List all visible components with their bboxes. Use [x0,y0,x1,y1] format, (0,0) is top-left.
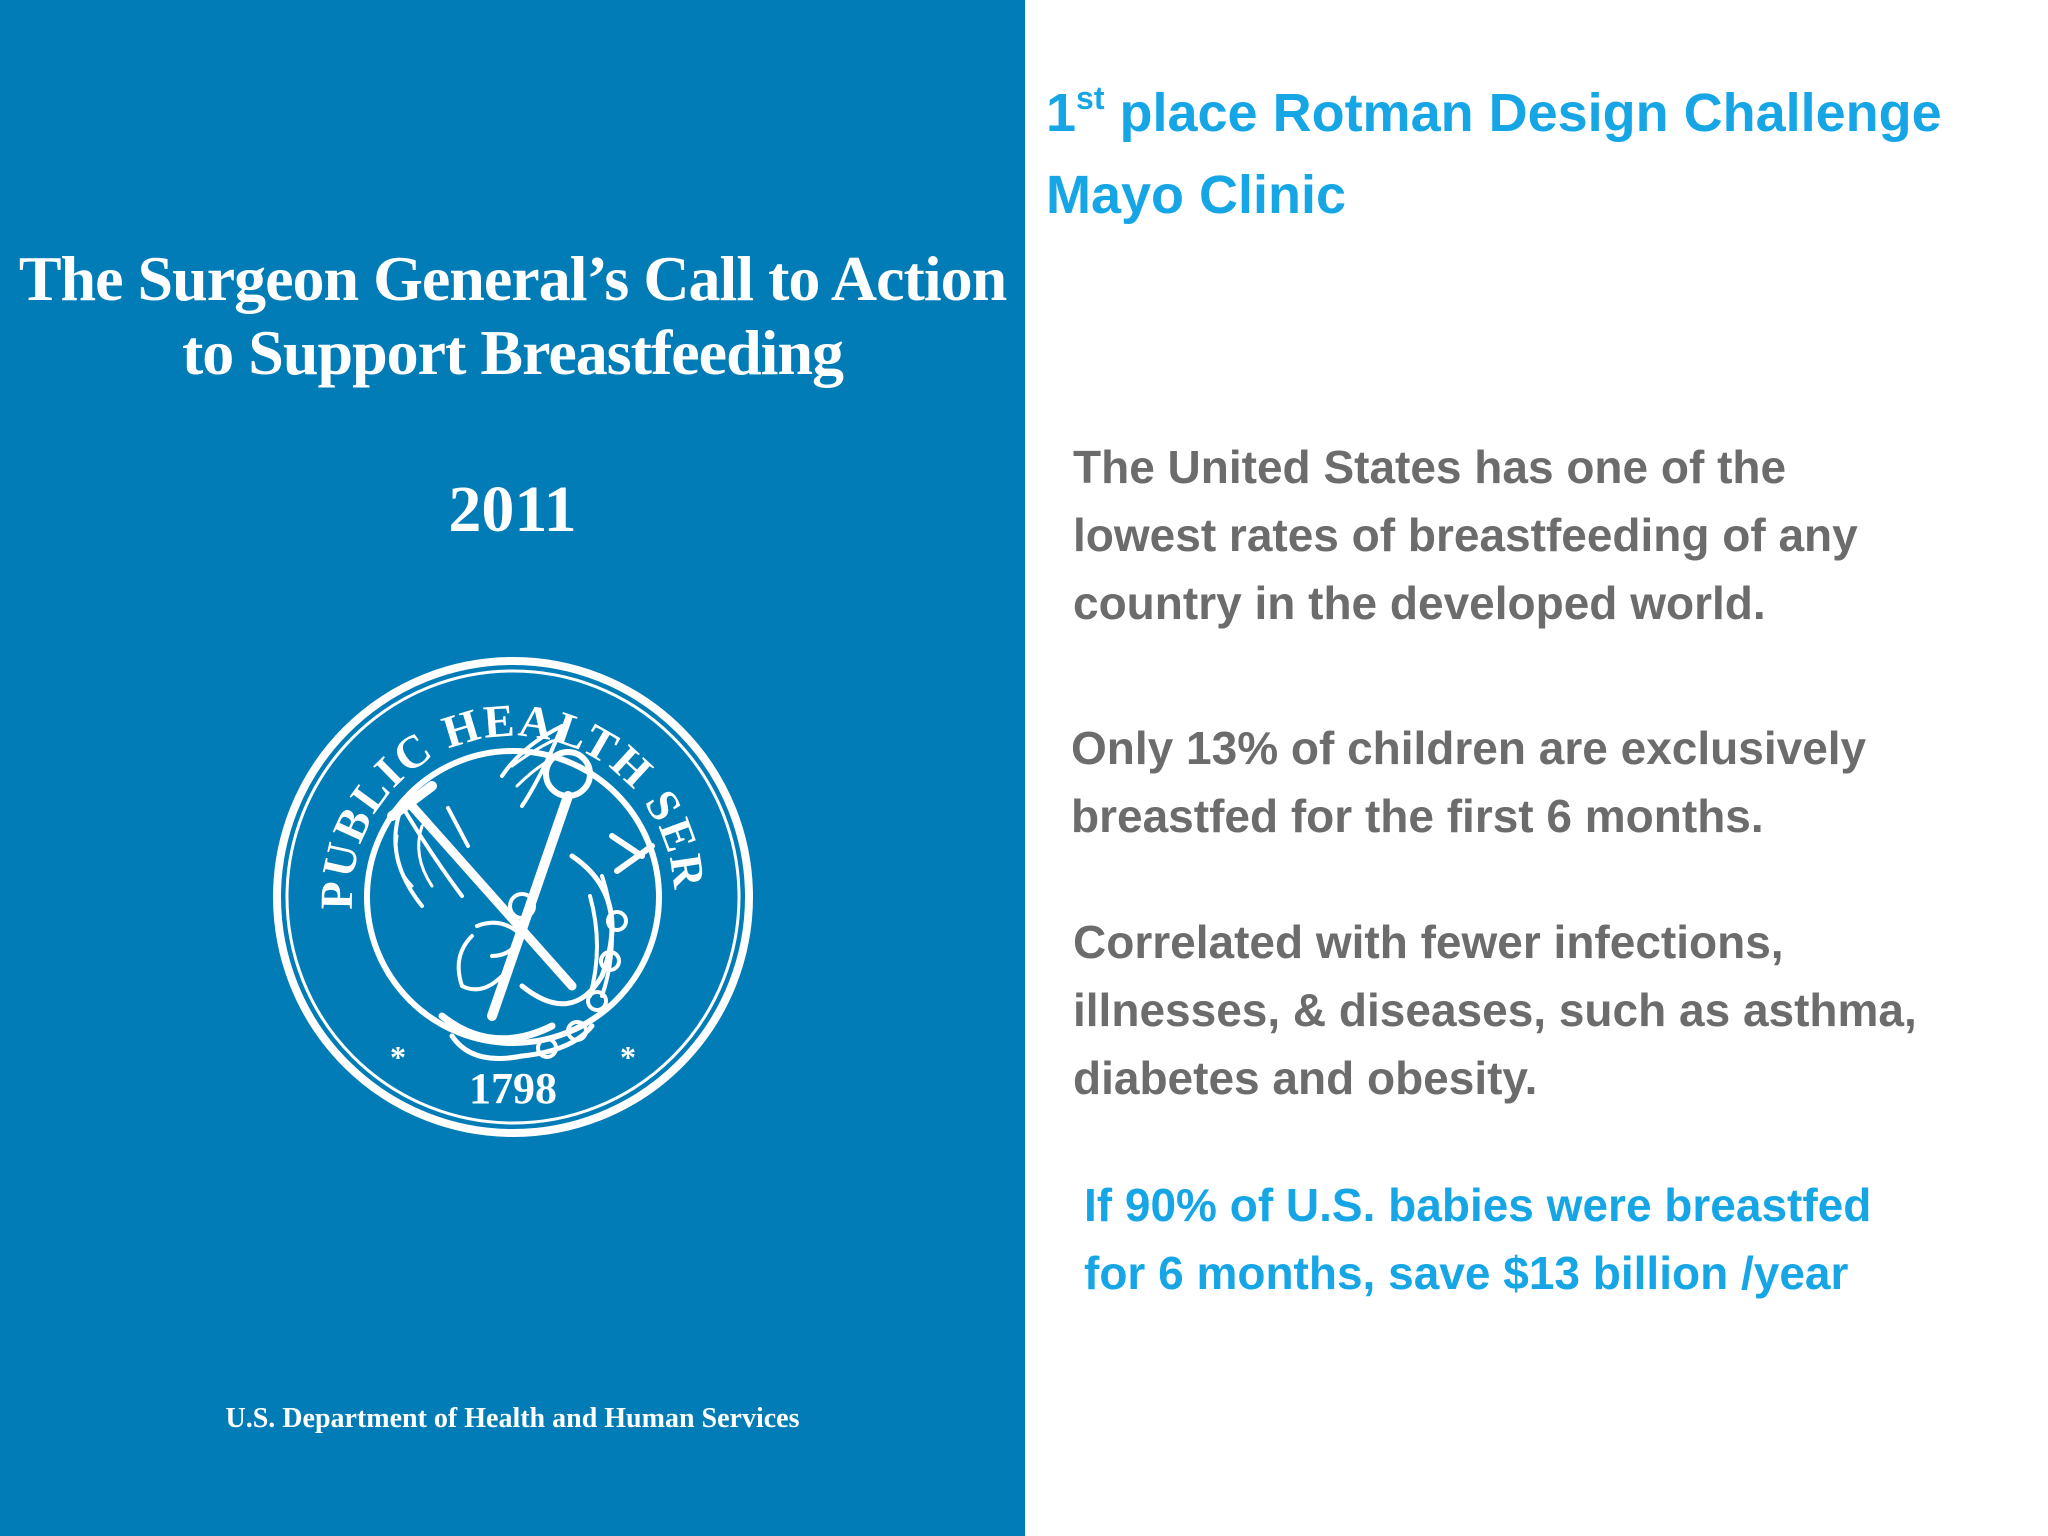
seal-ring-text: U.S. PUBLIC HEALTH SERVICE [272,656,715,910]
award-title: place Rotman Design Challenge [1104,83,1942,143]
cover-department: U.S. Department of Health and Human Serv… [225,1403,800,1434]
award-heading: 1st place Rotman Design Challenge Mayo C… [1046,72,1942,236]
report-cover: The Surgeon General’s Call to Action to … [0,0,1025,1536]
public-health-service-seal: U.S. PUBLIC HEALTH SERVICE * * 1798 [272,656,753,1137]
cover-title-line-1: The Surgeon General’s Call to Action [18,243,1007,314]
award-ordinal-suffix: st [1076,80,1105,116]
fact-line: The United States has one of the [1073,441,1787,493]
award-organization: Mayo Clinic [1046,165,1347,225]
cover-title: The Surgeon General’s Call to Action to … [0,242,1025,390]
cover-title-line-2: to Support Breastfeeding [181,317,844,388]
fact-line: Correlated with fewer infections, [1073,916,1784,968]
savings-line: for 6 months, save $13 billion /year [1084,1247,1849,1299]
fact-line: Only 13% of children are exclusively [1071,722,1867,774]
cover-year: 2011 [448,473,577,546]
savings-callout: If 90% of U.S. babies were breastfed for… [1084,1171,1871,1307]
fact-line: illnesses, & diseases, such as asthma, [1073,984,1917,1036]
seal-star-right: * [620,1039,636,1075]
fact-breastfeeding-rates: The United States has one of the lowest … [1073,433,1858,637]
fact-line: country in the developed world. [1073,577,1766,629]
award-line-1: 1st place Rotman Design Challenge [1046,72,1942,154]
seal-year: 1798 [469,1064,557,1113]
fact-line: diabetes and obesity. [1073,1052,1538,1104]
seal-emblem [387,724,655,1061]
fact-exclusive-breastfeeding: Only 13% of children are exclusively bre… [1071,714,1866,850]
fact-line: lowest rates of breastfeeding of any [1073,509,1858,561]
award-ordinal-number: 1 [1046,83,1077,143]
fact-health-benefits: Correlated with fewer infections, illnes… [1073,908,1917,1112]
seal-star-left: * [390,1039,406,1075]
fact-line: breastfed for the first 6 months. [1071,790,1764,842]
savings-line: If 90% of U.S. babies were breastfed [1084,1179,1872,1231]
